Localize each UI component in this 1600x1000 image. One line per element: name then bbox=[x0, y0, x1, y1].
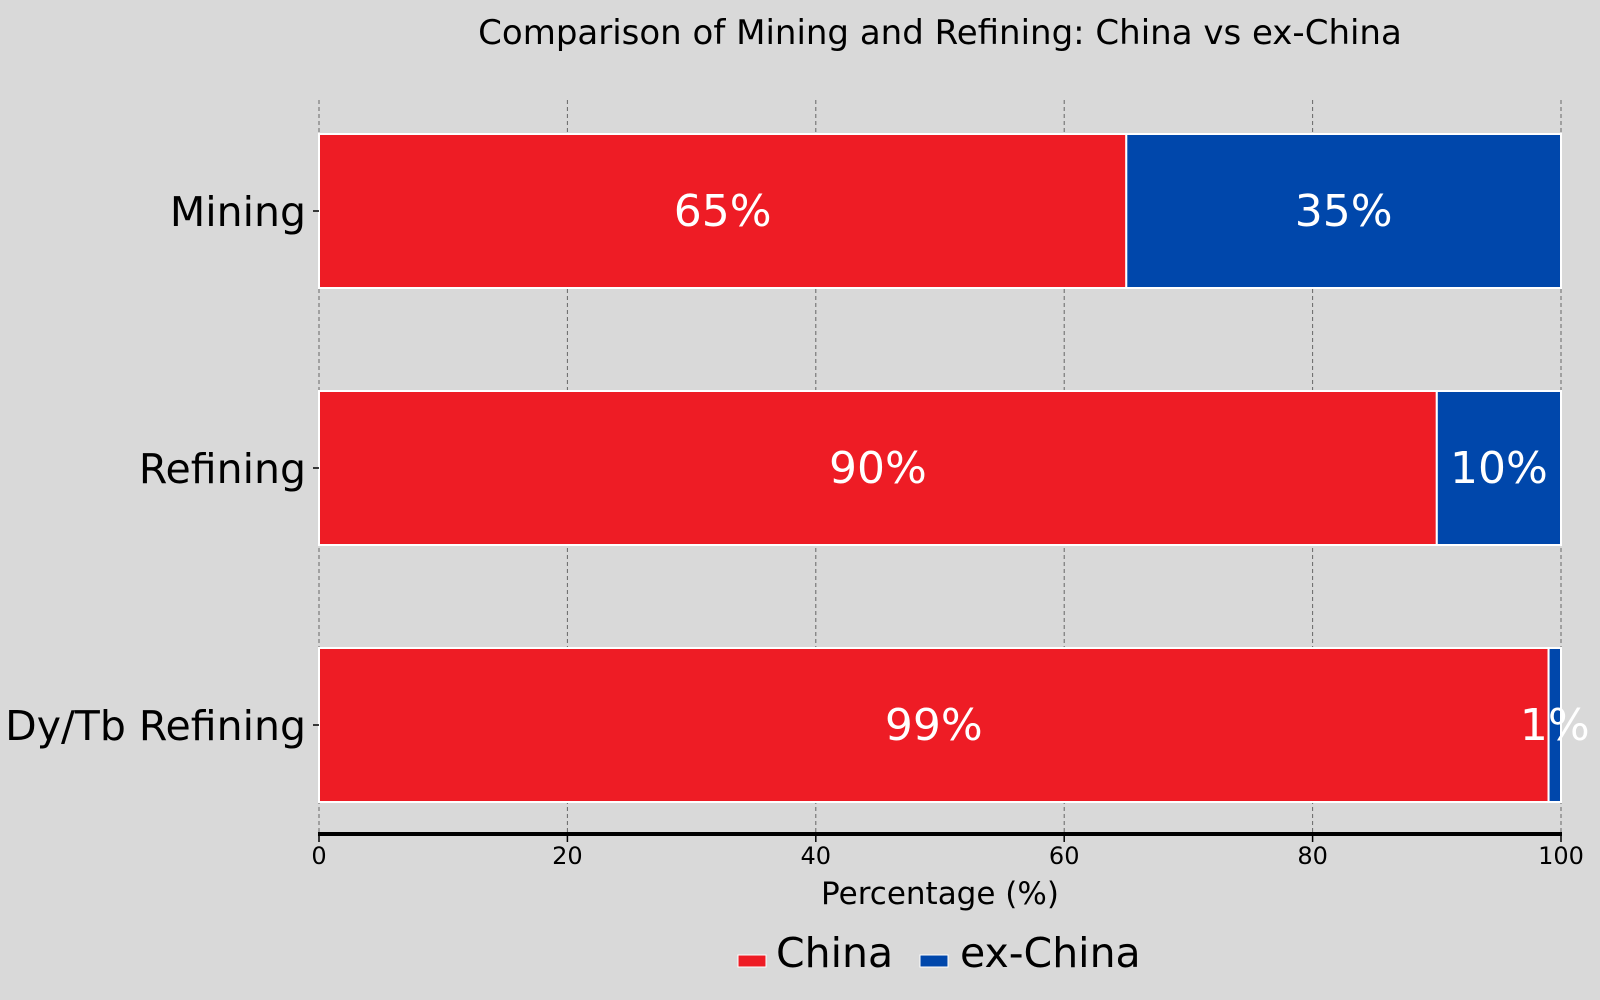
bar-china-2 bbox=[318, 647, 1550, 803]
legend-label-ex-china: ex-China bbox=[960, 929, 1141, 977]
x-axis: Mining Refining Dy/Tb Refining 0 20 40 60 80 100 bbox=[5, 188, 1584, 870]
category-label-2: Dy/Tb Refining bbox=[5, 702, 306, 750]
chart-title: Comparison of Mining and Refining: China… bbox=[478, 13, 1402, 53]
bar-ex-china-0 bbox=[1125, 133, 1563, 289]
bar-china-0 bbox=[318, 133, 1128, 289]
data-label-ex-china-2: 1% bbox=[1520, 700, 1590, 751]
x-tick-label-4: 80 bbox=[1297, 842, 1328, 870]
labels-layer: 65% 35% 90% 10% 99% 1% bbox=[674, 186, 1590, 751]
legend: China ex-China bbox=[737, 929, 1141, 977]
category-label-1: Refining bbox=[139, 445, 306, 493]
x-tick-label-2: 40 bbox=[801, 842, 832, 870]
legend-swatch-ex-china bbox=[919, 954, 949, 968]
legend-swatch-china bbox=[737, 954, 767, 968]
data-label-china-1: 90% bbox=[829, 443, 927, 494]
data-label-ex-china-0: 35% bbox=[1295, 186, 1393, 237]
data-label-china-2: 99% bbox=[885, 700, 983, 751]
x-tick-label-1: 20 bbox=[552, 842, 583, 870]
x-tick-label-0: 0 bbox=[311, 842, 326, 870]
x-tick-label-5: 100 bbox=[1538, 842, 1584, 870]
bars-layer bbox=[318, 133, 1563, 803]
bar-ex-china-2 bbox=[1547, 647, 1562, 803]
x-axis-title: Percentage (%) bbox=[821, 876, 1059, 912]
data-label-china-0: 65% bbox=[674, 186, 772, 237]
bar-china-1 bbox=[318, 390, 1438, 546]
data-label-ex-china-1: 10% bbox=[1450, 443, 1548, 494]
legend-label-china: China bbox=[776, 929, 893, 977]
x-tick-label-3: 60 bbox=[1049, 842, 1080, 870]
category-label-0: Mining bbox=[170, 188, 306, 236]
bar-ex-china-1 bbox=[1435, 390, 1563, 546]
